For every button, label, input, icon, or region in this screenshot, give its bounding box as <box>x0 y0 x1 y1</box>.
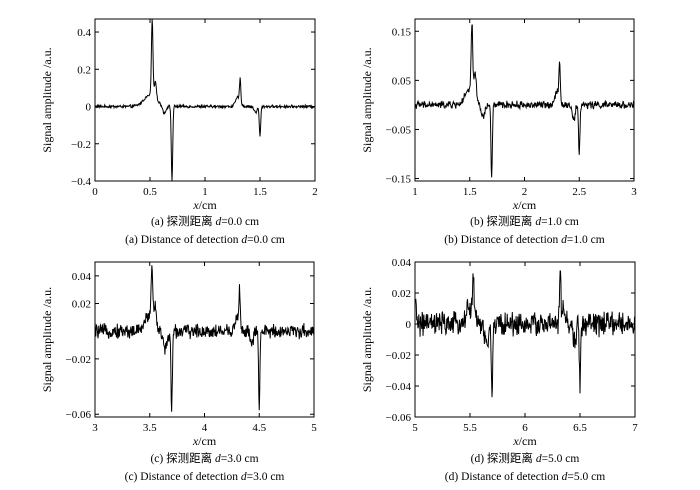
y-tick-label: 0.04 <box>72 271 92 283</box>
x-axis-label: x/cm <box>192 434 217 448</box>
x-tick-label: 1 <box>202 186 208 198</box>
x-tick-label: 3.5 <box>143 422 157 434</box>
y-tick-label: 0.05 <box>392 75 412 87</box>
caption-english: (b) Distance of detection d=1.0 cm <box>444 234 604 246</box>
series-line <box>95 265 314 412</box>
x-tick-label: 5 <box>311 422 317 434</box>
x-tick-label: 1 <box>412 186 418 198</box>
x-tick-label: 5 <box>412 422 418 434</box>
series-line <box>95 19 315 181</box>
x-tick-label: 2 <box>312 186 318 198</box>
plot-frame <box>94 261 315 418</box>
caption-english: (a) Distance of detection d=0.0 cm <box>125 234 285 246</box>
x-tick-label: 3 <box>92 422 98 434</box>
chart-panel-3: 5 5.5 6 6.5 7 −0.06 −0.04 −0.02 0 0.02 0.04 x/cm Sig… <box>360 257 638 483</box>
chart-panel-2: 3 3.5 4 4.5 5 −0.06 −0.02 0.02 0.04 x/cm Signal am… <box>40 261 317 483</box>
y-tick-label: −0.02 <box>66 354 91 366</box>
x-tick-label: 4 <box>202 422 208 434</box>
y-axis-label: Signal amplitude /a.u. <box>360 287 374 392</box>
y-tick-label: −0.06 <box>386 412 412 424</box>
caption-chinese: (d) 探测距离 d=5.0 cm <box>471 451 580 465</box>
y-tick-label: −0.05 <box>386 124 412 136</box>
x-axis-label: x/cm <box>512 434 537 448</box>
y-tick-label: 0.04 <box>392 257 412 269</box>
y-tick-label: 0.02 <box>392 288 411 300</box>
y-tick-label: 0.02 <box>72 299 91 311</box>
x-tick-label: 2 <box>522 186 528 198</box>
x-tick-label: 4.5 <box>252 422 266 434</box>
x-axis-label: x/cm <box>512 198 537 212</box>
x-tick-label: 1.5 <box>253 186 267 198</box>
y-tick-label: −0.15 <box>386 174 412 186</box>
x-tick-label: 6 <box>522 422 528 434</box>
x-tick-label: 3 <box>631 186 637 198</box>
y-tick-label: 0 <box>86 102 92 114</box>
y-tick-label: 0.4 <box>77 27 91 39</box>
plot-frame <box>94 18 316 182</box>
y-axis-label: Signal amplitude /a.u. <box>40 47 54 152</box>
chart-panel-0: 0 0.5 1 1.5 2 −0.4 −0.2 0 0.2 0.4 x/cm Signal ampli… <box>40 18 318 246</box>
y-tick-label: 0.2 <box>77 64 91 76</box>
y-tick-label: −0.04 <box>386 381 412 393</box>
chart-panel-1: 1 1.5 2 2.5 3 −0.15 −0.05 0.05 0.15 x/cm Signal am… <box>360 18 637 246</box>
series-line <box>415 24 634 178</box>
y-tick-label: −0.02 <box>386 350 411 362</box>
y-axis-label: Signal amplitude /a.u. <box>360 47 374 152</box>
y-tick-label: 0.15 <box>392 26 412 38</box>
series-line <box>415 270 635 398</box>
x-tick-label: 0 <box>92 186 98 198</box>
x-tick-label: 0.5 <box>143 186 157 198</box>
y-axis-label: Signal amplitude /a.u. <box>40 287 54 392</box>
y-tick-label: −0.06 <box>66 409 92 421</box>
x-axis-label: x/cm <box>192 198 217 212</box>
y-tick-label: −0.4 <box>71 176 91 188</box>
caption-chinese: (b) 探测距离 d=1.0 cm <box>470 214 579 228</box>
y-tick-label: 0 <box>406 319 412 331</box>
x-tick-label: 5.5 <box>463 422 477 434</box>
x-tick-label: 6.5 <box>573 422 587 434</box>
caption-chinese: (a) 探测距离 d=0.0 cm <box>151 214 259 228</box>
caption-english: (d) Distance of detection d=5.0 cm <box>445 471 605 483</box>
x-tick-label: 2.5 <box>572 186 586 198</box>
x-tick-label: 7 <box>632 422 638 434</box>
y-tick-label: −0.2 <box>71 139 91 151</box>
x-tick-label: 1.5 <box>463 186 477 198</box>
caption-english: (c) Distance of detection d=3.0 cm <box>125 471 285 483</box>
plot-frame <box>414 261 636 418</box>
plot-frame <box>414 18 635 182</box>
caption-chinese: (c) 探测距离 d=3.0 cm <box>150 451 258 465</box>
